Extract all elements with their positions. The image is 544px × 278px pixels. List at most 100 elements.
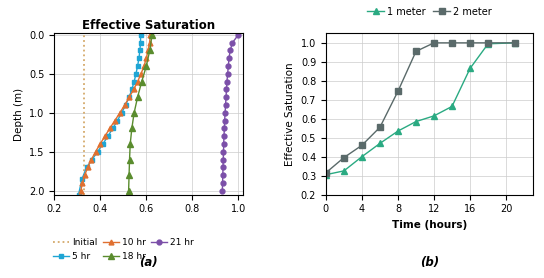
21 hr: [235, 33, 242, 37]
21 hr: [222, 111, 228, 115]
5 hr: [94, 150, 101, 153]
Line: 1 meter: 1 meter: [323, 40, 518, 177]
5 hr: [104, 135, 111, 138]
2 meter: [512, 41, 518, 44]
10 hr: [143, 57, 150, 60]
10 hr: [97, 142, 103, 146]
1 meter: [376, 142, 383, 145]
10 hr: [88, 158, 95, 161]
1 meter: [323, 173, 329, 176]
Initial: [81, 111, 88, 115]
1 meter: [413, 120, 419, 123]
Line: 2 meter: 2 meter: [323, 40, 518, 176]
18 hr: [138, 80, 145, 83]
Legend: 1 meter, 2 meter: 1 meter, 2 meter: [363, 3, 496, 21]
1 meter: [431, 114, 437, 118]
Text: (b): (b): [420, 255, 439, 269]
10 hr: [121, 103, 128, 107]
18 hr: [128, 127, 135, 130]
2 meter: [395, 90, 401, 93]
18 hr: [143, 64, 150, 68]
5 hr: [134, 64, 141, 68]
21 hr: [220, 173, 226, 177]
10 hr: [146, 41, 153, 44]
10 hr: [147, 33, 154, 37]
Y-axis label: Depth (m): Depth (m): [14, 87, 24, 141]
1 meter: [358, 155, 365, 158]
5 hr: [131, 80, 138, 83]
10 hr: [82, 173, 88, 177]
18 hr: [126, 173, 132, 177]
1 meter: [449, 105, 455, 108]
5 hr: [128, 88, 135, 91]
Text: (a): (a): [139, 255, 158, 269]
21 hr: [220, 142, 227, 146]
21 hr: [221, 119, 228, 122]
10 hr: [145, 49, 151, 52]
2 meter: [341, 156, 347, 159]
5 hr: [89, 158, 95, 161]
18 hr: [149, 33, 155, 37]
5 hr: [126, 96, 132, 99]
Line: 18 hr: 18 hr: [126, 32, 155, 193]
5 hr: [83, 166, 90, 169]
10 hr: [84, 166, 91, 169]
21 hr: [222, 103, 229, 107]
10 hr: [107, 127, 113, 130]
21 hr: [219, 181, 226, 185]
Title: Effective Saturation: Effective Saturation: [82, 19, 215, 32]
5 hr: [137, 41, 144, 44]
Y-axis label: Effective Saturation: Effective Saturation: [285, 62, 295, 166]
10 hr: [131, 88, 137, 91]
21 hr: [220, 150, 227, 153]
21 hr: [221, 127, 228, 130]
1 meter: [341, 169, 347, 173]
Line: 5 hr: 5 hr: [76, 33, 143, 197]
2 meter: [431, 41, 437, 44]
18 hr: [125, 189, 132, 192]
21 hr: [219, 189, 226, 192]
10 hr: [126, 96, 133, 99]
21 hr: [225, 64, 232, 68]
21 hr: [226, 57, 232, 60]
1 meter: [512, 41, 518, 44]
5 hr: [122, 103, 129, 107]
10 hr: [112, 119, 118, 122]
X-axis label: Time (hours): Time (hours): [392, 220, 467, 230]
18 hr: [146, 49, 153, 52]
1 meter: [485, 42, 491, 46]
2 meter: [358, 144, 365, 147]
21 hr: [224, 72, 231, 76]
10 hr: [138, 72, 144, 76]
21 hr: [220, 166, 226, 169]
10 hr: [92, 150, 99, 153]
5 hr: [79, 177, 85, 181]
21 hr: [221, 135, 227, 138]
18 hr: [126, 158, 133, 161]
21 hr: [220, 158, 226, 161]
5 hr: [100, 142, 106, 146]
2 meter: [376, 126, 383, 129]
2 meter: [323, 171, 329, 175]
5 hr: [75, 193, 82, 196]
5 hr: [137, 49, 143, 52]
Line: 10 hr: 10 hr: [78, 33, 153, 193]
10 hr: [78, 189, 84, 192]
21 hr: [223, 88, 230, 91]
10 hr: [141, 64, 147, 68]
21 hr: [222, 96, 229, 99]
18 hr: [134, 96, 141, 99]
2 meter: [449, 41, 455, 44]
1 meter: [395, 129, 401, 133]
21 hr: [224, 80, 230, 83]
10 hr: [79, 181, 86, 185]
Line: 21 hr: 21 hr: [220, 33, 240, 193]
21 hr: [229, 41, 236, 44]
1 meter: [467, 67, 473, 70]
5 hr: [137, 33, 144, 37]
21 hr: [227, 49, 233, 52]
10 hr: [116, 111, 123, 115]
5 hr: [114, 119, 121, 122]
10 hr: [102, 135, 108, 138]
5 hr: [135, 57, 142, 60]
